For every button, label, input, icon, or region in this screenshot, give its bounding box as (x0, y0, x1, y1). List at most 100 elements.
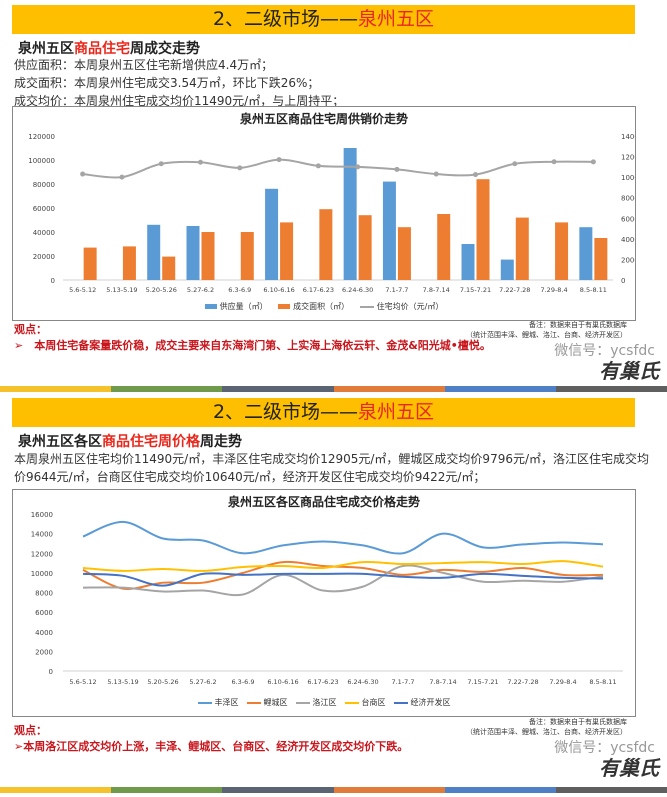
x-tick-label: 6.24-6.30 (342, 286, 373, 294)
x-tick-label: 5.6-5.12 (69, 678, 96, 686)
bar-supply (265, 188, 279, 280)
bar-deal-area (280, 222, 294, 280)
x-tick-label: 5.27-6.2 (187, 286, 214, 294)
price-point (198, 159, 203, 165)
x-tick-label: 6.17-6.23 (307, 678, 338, 686)
viewpoint: 观点： ➢ 本周住宅备案量跌价稳，成交主要来自东海湾门第、上实海上海依云轩、金茂&… (14, 322, 491, 354)
separator-segment (333, 787, 445, 793)
y2-tick-label: 14000 (621, 133, 635, 141)
separator-segment (222, 386, 334, 392)
color-separator (0, 386, 667, 392)
price-point (315, 163, 321, 169)
x-tick-label: 8.5-8.11 (589, 678, 616, 686)
price-point (276, 157, 282, 163)
header-highlight: 泉州五区 (358, 8, 435, 30)
legend-item: 经济开发区 (393, 698, 451, 707)
price-point (473, 172, 478, 178)
separator-segment (111, 386, 223, 392)
x-tick-label: 5.13-5.19 (107, 678, 138, 686)
subtitle-part: 泉州五区 (18, 41, 74, 57)
subtitle-part: 周走势 (200, 434, 242, 450)
y-tick-label: 6000 (35, 609, 53, 617)
chart-legend: 丰泽区 鲤城区 洛江区 台商区 经济开发区 (13, 697, 635, 708)
viewpoint-text: ➢ 本周住宅备案量跌价稳，成交主要来自东海湾门第、上实海上海依云轩、金茂&阳光城… (14, 339, 491, 352)
header-highlight: 泉州五区 (358, 401, 435, 423)
price-point (433, 171, 439, 177)
y2-tick-label: 4000 (621, 236, 635, 244)
x-tick-label: 5.20-5.26 (147, 678, 178, 686)
subtitle-highlight: 商品住宅周价格 (102, 434, 200, 450)
price-point (237, 165, 243, 171)
x-tick-label: 7.15-7.21 (467, 678, 498, 686)
legend-item: 丰泽区 (197, 698, 239, 707)
subtitle-part: 泉州五区各区 (18, 434, 102, 450)
y-tick-label: 0 (51, 277, 55, 285)
separator-segment (444, 386, 556, 392)
chart-plot: 0 20000 40000 60000 80000 100000 120000 0 2000 40… (28, 133, 635, 294)
y2-tick-label: 10000 (621, 174, 635, 182)
summary-line: 本周泉州五区住宅均价11490元/㎡，丰泽区住宅成交均价12905元/㎡，鲤城区… (14, 452, 650, 466)
x-tick-label: 6.10-6.16 (267, 678, 298, 686)
bar-supply (147, 224, 161, 280)
bar-deal-area (397, 227, 411, 280)
section-subtitle: 泉州五区各区商品住宅周价格周走势 (18, 431, 242, 451)
bar-deal-area (319, 209, 333, 280)
bar-deal-area (201, 232, 215, 280)
x-tick-label: 7.8-7.14 (423, 286, 450, 294)
price-point (119, 174, 125, 180)
x-tick-label: 5.6-5.12 (69, 286, 96, 294)
summary-line: 成交均价：本周泉州住宅成交均价11490元/㎡，与上周持平； (14, 94, 345, 108)
price-point (590, 159, 596, 165)
bar-deal-area (437, 214, 451, 280)
x-tick-label: 7.8-7.14 (429, 678, 456, 686)
viewpoint-label: 观点： (14, 724, 47, 737)
y-tick-label: 120000 (28, 133, 55, 141)
summary-text: 供应面积：本周泉州五区住宅新增供应4.4万㎡； 成交面积：本周泉州住宅成交3.5… (14, 56, 344, 110)
x-tick-label: 5.13-5.19 (106, 286, 137, 294)
bar-deal-area (240, 232, 254, 280)
y-tick-label: 40000 (33, 229, 55, 237)
price-point (80, 171, 86, 177)
bar-supply (186, 226, 200, 280)
y2-tick-label: 8000 (621, 195, 635, 203)
data-source-note: 备注：数据来自于有巢氏数据库 （统计范围丰泽、鲤城、洛江、台商、经济开发区） (466, 718, 627, 736)
color-separator (0, 787, 667, 793)
legend-item: 供应量（㎡） (204, 302, 268, 311)
legend-item: 鲤城区 (246, 698, 288, 707)
separator-segment (0, 386, 112, 392)
x-tick-label: 6.3-6.9 (231, 678, 254, 686)
price-point (158, 161, 164, 167)
bar-supply (382, 181, 396, 280)
legend-item: 成交面积（㎡） (278, 302, 349, 311)
x-tick-label: 6.3-6.9 (228, 286, 251, 294)
brand-logo: 有巢氏 (599, 359, 659, 383)
bar-deal-area (555, 222, 569, 280)
summary-line: 供应面积：本周泉州五区住宅新增供应4.4万㎡； (14, 58, 274, 72)
series-line (82, 560, 604, 572)
legend-item: 住宅均价（元/㎡） (359, 302, 443, 311)
bar-deal-area (594, 238, 608, 280)
x-tick-label: 7.1-7.7 (391, 678, 414, 686)
section-header: 2、二级市场——泉州五区 (12, 398, 635, 427)
bar-deal-area (358, 215, 372, 280)
summary-line: 价9644元/㎡，台商区住宅成交均价10640元/㎡，经济开发区住宅成交均价94… (14, 470, 486, 484)
y-tick-label: 60000 (33, 205, 55, 213)
viewpoint: 观点： ➢本周洛江区成交均价上涨，丰泽、鲤城区、台商区、经济开发区成交均价下跌。 (14, 723, 408, 755)
bar-deal-area (83, 247, 97, 280)
brand-logo: 有巢氏 (599, 756, 659, 780)
y2-tick-label: 6000 (621, 215, 635, 223)
x-tick-label: 5.20-5.26 (146, 286, 177, 294)
bar-supply (343, 148, 357, 280)
bar-deal-area (515, 217, 529, 280)
y-tick-label: 100000 (28, 157, 55, 165)
series-line (82, 560, 604, 590)
subtitle-part: 周成交走势 (130, 41, 200, 57)
separator-segment (555, 386, 667, 392)
y-tick-label: 16000 (31, 511, 53, 519)
x-tick-label: 5.27-6.2 (189, 678, 216, 686)
bar-supply (579, 227, 593, 280)
y2-tick-label: 2000 (621, 256, 635, 264)
subtitle-highlight: 商品住宅 (74, 41, 130, 57)
bar-supply (461, 244, 475, 280)
price-point (355, 164, 361, 170)
